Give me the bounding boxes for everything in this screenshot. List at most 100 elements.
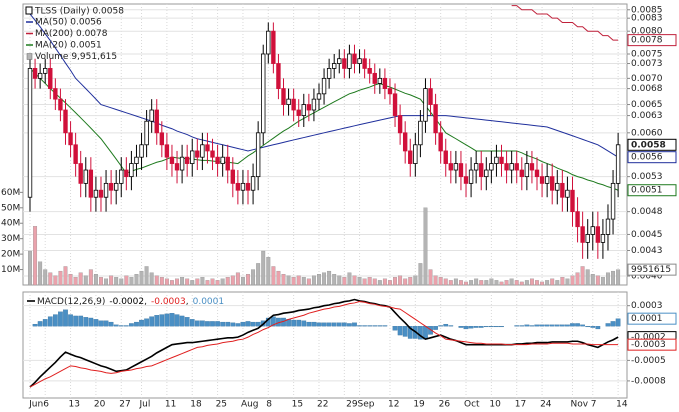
macd-legend-separator: , [186,297,189,307]
candle-body [200,144,205,158]
candle-body [37,72,43,79]
macd-histogram-bar [37,321,43,327]
candle-body [428,88,433,105]
candle-body [266,30,271,55]
volume-bar [58,270,63,285]
macd-histogram-bar [123,325,129,327]
volume-bar [372,278,377,285]
macd-histogram-bar [200,320,205,327]
legend-icon [25,6,33,15]
volume-bar [149,272,154,285]
volume-bar [170,280,174,285]
y-tick-label: 0.0060 [631,128,663,138]
macd-histogram-bar [306,321,312,327]
macd-histogram-bar [524,324,530,327]
candle-body [514,163,519,171]
macd-histogram-bar [154,315,160,327]
candle-body [73,144,78,164]
macd-histogram-bar [230,322,236,327]
volume-bar [464,281,468,285]
macd-panel [22,291,628,399]
candle-body [499,156,504,164]
macd-histogram-bar [205,321,210,327]
macd-histogram-bar [58,311,63,327]
value-box [627,312,677,325]
legend-label: MA(20) 0.0051 [35,41,102,51]
volume-bar [393,277,397,285]
x-tick-label: 14 [616,400,628,410]
candle-body [255,132,261,178]
y-tick-label: 0.0045 [631,230,663,240]
candle-body [296,109,301,116]
macd-histogram-bar [83,317,89,327]
y-tick-label: 0.0073 [631,59,663,69]
volume-bar [230,275,235,285]
volume-bar [261,250,266,285]
candle-body [479,163,484,178]
macd-legend-title: MACD(12,26,9) [37,297,105,307]
volume-bar [332,274,337,285]
x-tick-label: Oct [464,400,480,410]
candle-body [463,176,469,184]
macd-histogram-bar [382,325,388,327]
volume-bar [109,275,114,285]
x-tick-label: 20 [94,400,106,410]
candle-body [220,156,225,164]
volume-bar [403,278,408,285]
candle-body [311,98,317,111]
macd-histogram-bar [78,315,84,327]
volume-bar [33,226,38,285]
macd-histogram-bar [595,326,601,330]
value-box [627,184,677,197]
macd-histogram-bar [534,324,540,327]
macd-histogram-bar [149,316,155,327]
volume-bar [327,270,332,285]
volume-bar [134,274,139,285]
candle-body [103,182,109,198]
macd-histogram-bar [271,316,276,327]
x-tick-label: 27 [119,400,130,410]
x-tick-label: 17 [515,400,526,410]
volume-bar [357,277,362,285]
macd-histogram-bar [336,322,342,327]
volume-bar [600,277,605,285]
y-tick-label: 0.0085 [631,5,663,15]
candle-body [570,189,575,213]
volume-bar [311,275,316,285]
macd-histogram-bar [159,314,165,327]
volume-bar [99,277,103,285]
macd-histogram-bar [215,321,220,327]
candle-body [98,189,104,198]
macd-histogram-bar [529,325,535,327]
volume-bar [296,275,301,285]
volume-bar [595,275,600,285]
candle-body [448,163,454,171]
volume-bar [164,278,169,285]
macd-histogram-bar [615,318,621,327]
macd-histogram-bar [580,324,585,327]
candle-body [377,77,383,84]
candle-body [43,68,48,74]
x-tick-label: 29 [346,400,358,410]
macd-histogram-bar [235,323,241,327]
volume-bar [418,263,423,285]
candle-body [68,132,73,146]
macd-histogram-bar [458,326,464,328]
y-tick-label: 0.0048 [631,207,663,217]
candle-body [83,169,88,184]
candle-body [565,189,570,198]
legend-label: MA(200) 0.0078 [35,29,108,39]
volume-bar [83,275,88,285]
candle-body [473,163,479,171]
macd-histogram-bar [255,321,261,327]
volume-bar [560,277,565,285]
candle-body [276,63,281,90]
volume-bar [347,272,352,285]
candle-body [124,169,129,178]
volume-bar [240,277,245,285]
volume-bar [28,250,32,285]
volume-bar [190,280,195,285]
volume-bar [408,277,413,285]
candle-body [286,98,291,105]
